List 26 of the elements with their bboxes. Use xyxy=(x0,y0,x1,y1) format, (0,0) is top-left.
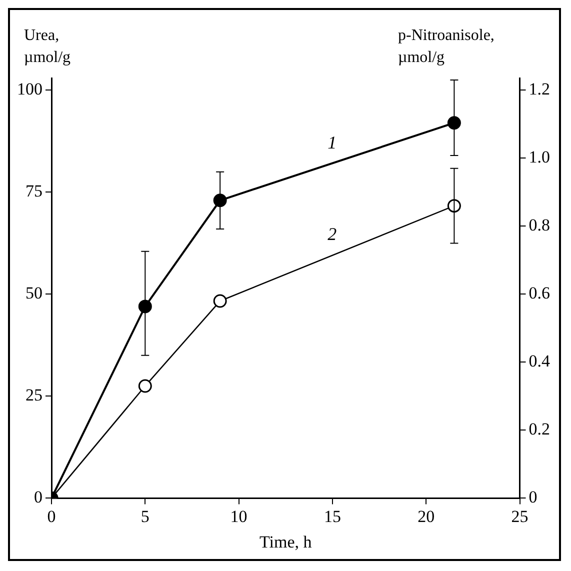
x-tick-label: 10 xyxy=(230,506,248,526)
x-tick-label: 0 xyxy=(47,506,56,526)
y2-tick-label: 1.0 xyxy=(528,148,550,167)
y-axis-title: Urea, µmol/g xyxy=(24,27,71,66)
x-tick-label: 20 xyxy=(418,506,435,526)
annotation: 1 xyxy=(328,132,337,152)
y-tick-label: 0 xyxy=(34,488,42,507)
point xyxy=(213,194,227,208)
x-axis-title: Time, h xyxy=(259,532,312,552)
point xyxy=(138,300,152,314)
x-tick-label: 5 xyxy=(140,506,150,526)
x-tick-label: 15 xyxy=(324,506,341,526)
y2-axis-title: p-Nitroanisole, µmol/g xyxy=(398,27,494,66)
y2-tick-label: 0.2 xyxy=(528,420,550,439)
x-tick-label: 25 xyxy=(511,506,528,526)
y-tick-label: 100 xyxy=(17,80,42,99)
annotation: 2 xyxy=(328,224,337,244)
y-tick-label: 50 xyxy=(26,284,42,303)
y2-tick-label: 0 xyxy=(528,488,538,507)
y-tick-label: 75 xyxy=(26,182,42,201)
y2-tick-label: 0.4 xyxy=(528,352,550,371)
point xyxy=(447,116,461,130)
y2-tick-label: 1.2 xyxy=(528,80,550,99)
y2-tick-label: 0.6 xyxy=(528,284,550,303)
y-tick-label: 25 xyxy=(26,386,42,405)
y2-tick-label: 0.8 xyxy=(528,216,550,235)
